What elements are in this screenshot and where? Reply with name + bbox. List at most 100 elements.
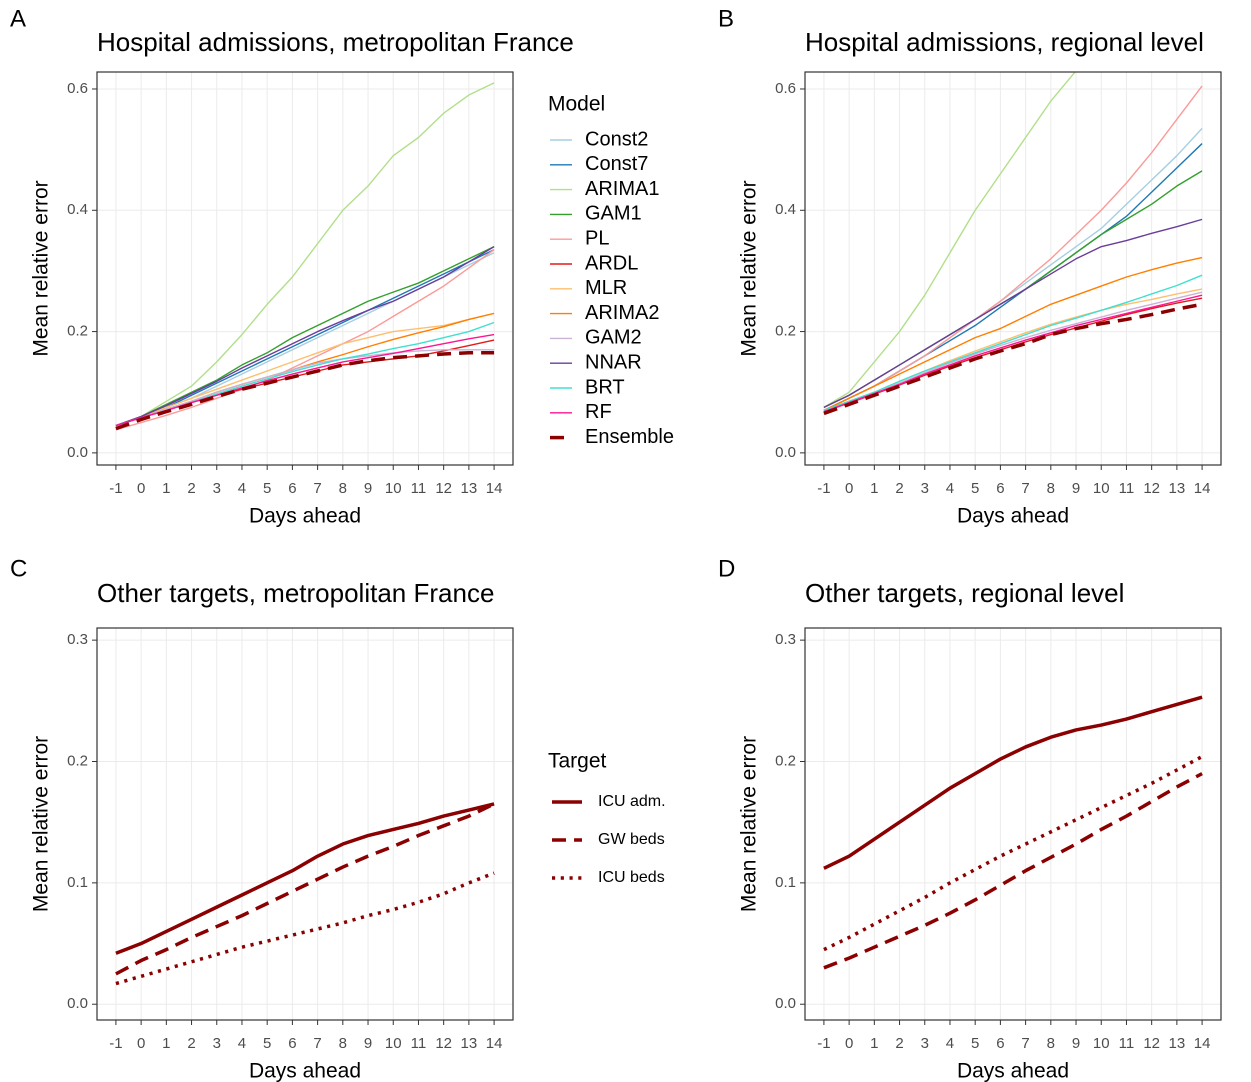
x-tick-label: 1 xyxy=(162,1035,170,1052)
x-tick-label: 2 xyxy=(187,480,195,497)
y-axis-title: Mean relative error xyxy=(30,736,53,912)
x-tick-label: 7 xyxy=(1021,480,1029,497)
x-axis-title: Days ahead xyxy=(249,505,361,528)
x-tick-label: 3 xyxy=(921,1035,929,1052)
y-tick-label: 0.0 xyxy=(67,444,88,461)
x-tick-label: 5 xyxy=(263,480,271,497)
x-tick-label: -1 xyxy=(109,1035,122,1052)
series-line xyxy=(823,772,1203,970)
legend-label: GAM1 xyxy=(585,203,642,225)
legend-label: ARIMA2 xyxy=(585,302,659,324)
y-tick-label: 0.1 xyxy=(775,874,796,891)
legend-label: GW beds xyxy=(598,831,665,848)
panel-tag: D xyxy=(718,555,735,582)
x-tick-label: 13 xyxy=(461,480,478,497)
x-tick-label: 6 xyxy=(996,480,1004,497)
y-tick-label: 0.1 xyxy=(67,874,88,891)
legend-label: Const2 xyxy=(585,128,648,150)
y-tick-label: 0.2 xyxy=(67,323,88,340)
x-tick-label: 1 xyxy=(162,480,170,497)
legend-label: BRT xyxy=(585,376,625,398)
plot-border xyxy=(96,627,514,1021)
legend-title: Target xyxy=(548,750,607,773)
x-tick-label: 13 xyxy=(1169,1035,1186,1052)
x-axis-title: Days ahead xyxy=(249,1060,361,1082)
series-line xyxy=(115,246,495,427)
x-tick-label: 11 xyxy=(411,480,427,497)
legend-label: RF xyxy=(585,401,612,423)
plot-border xyxy=(96,71,514,466)
panel-title: Other targets, metropolitan France xyxy=(97,578,494,608)
x-tick-label: 9 xyxy=(364,1035,372,1052)
y-tick-label: 0.2 xyxy=(775,752,796,769)
x-tick-label: 11 xyxy=(1119,480,1135,497)
y-tick-label: 0.6 xyxy=(67,80,88,97)
x-tick-label: 5 xyxy=(971,1035,979,1052)
y-tick-label: 0.3 xyxy=(67,631,88,648)
x-tick-label: 4 xyxy=(238,1035,246,1052)
panel-title: Hospital admissions, metropolitan France xyxy=(97,27,574,57)
x-tick-label: 14 xyxy=(486,1035,503,1052)
panel-title: Hospital admissions, regional level xyxy=(805,27,1204,57)
x-tick-label: 6 xyxy=(996,1035,1004,1052)
y-axis-title: Mean relative error xyxy=(738,180,761,356)
x-tick-label: 12 xyxy=(435,1035,452,1052)
x-tick-label: 4 xyxy=(946,480,954,497)
x-tick-label: 3 xyxy=(213,480,221,497)
lines xyxy=(115,82,495,431)
x-tick-label: 2 xyxy=(895,480,903,497)
x-axis-title: Days ahead xyxy=(957,1060,1069,1082)
lines xyxy=(823,72,1203,416)
series-line xyxy=(115,82,495,427)
series-line xyxy=(823,755,1203,952)
x-tick-label: -1 xyxy=(817,1035,830,1052)
x-tick-label: 10 xyxy=(1093,480,1110,497)
x-axis-title: Days ahead xyxy=(957,505,1069,528)
x-tick-label: 4 xyxy=(946,1035,954,1052)
x-tick-label: 5 xyxy=(971,480,979,497)
panel-tag: A xyxy=(10,5,26,32)
y-tick-label: 0.0 xyxy=(775,995,796,1012)
x-tick-label: 7 xyxy=(1021,1035,1029,1052)
x-tick-label: 6 xyxy=(288,1035,296,1052)
y-tick-label: 0.0 xyxy=(775,444,796,461)
lines xyxy=(823,695,1203,970)
plot-border xyxy=(804,71,1222,466)
x-tick-label: 14 xyxy=(1194,480,1211,497)
x-tick-label: 10 xyxy=(385,1035,402,1052)
series-line xyxy=(823,85,1203,412)
x-tick-label: 8 xyxy=(1047,480,1055,497)
y-tick-label: 0.0 xyxy=(67,995,88,1012)
x-tick-label: 2 xyxy=(187,1035,195,1052)
x-tick-label: 9 xyxy=(364,480,372,497)
y-axis-title: Mean relative error xyxy=(738,736,761,912)
lines xyxy=(115,802,495,986)
series-line xyxy=(823,72,1076,408)
x-tick-label: 5 xyxy=(263,1035,271,1052)
x-tick-label: 9 xyxy=(1072,1035,1080,1052)
x-tick-label: 13 xyxy=(461,1035,478,1052)
series-line xyxy=(115,249,495,431)
legend-title: Model xyxy=(548,93,605,116)
x-tick-label: 1 xyxy=(870,1035,878,1052)
x-tick-label: 8 xyxy=(339,480,347,497)
legend-label: PL xyxy=(585,227,609,249)
series-line xyxy=(115,351,495,431)
x-tick-label: 0 xyxy=(137,1035,145,1052)
series-line xyxy=(115,349,495,427)
legend-label: Const7 xyxy=(585,153,648,175)
series-line xyxy=(823,274,1203,412)
legend-label: GAM2 xyxy=(585,327,642,349)
x-tick-label: 0 xyxy=(137,480,145,497)
series-line xyxy=(115,246,495,427)
series-line xyxy=(115,249,495,427)
legend-label: ICU adm. xyxy=(598,793,666,810)
x-tick-label: 7 xyxy=(313,480,321,497)
x-tick-label: 14 xyxy=(1194,1035,1211,1052)
series-line xyxy=(115,871,495,986)
x-tick-label: 12 xyxy=(1143,480,1160,497)
